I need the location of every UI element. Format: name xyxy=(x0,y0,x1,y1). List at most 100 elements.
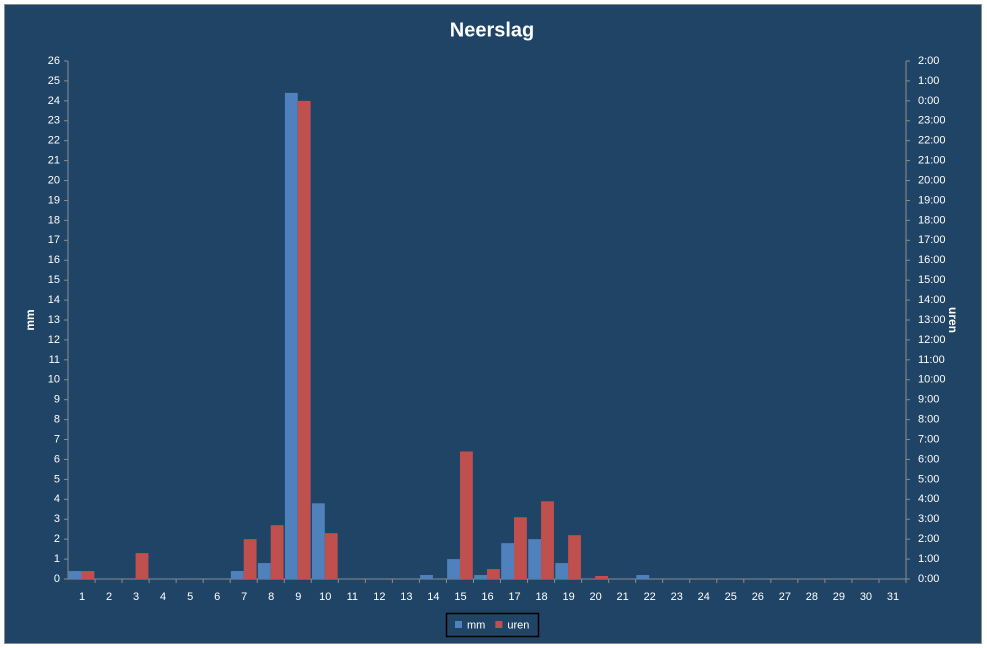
y-tick-label: 19 xyxy=(48,194,60,206)
bar xyxy=(459,451,473,579)
x-tick-label: 23 xyxy=(671,591,683,603)
y-tick-label: 22 xyxy=(48,135,60,147)
x-tick-label: 4 xyxy=(160,591,166,603)
y2-tick-label: 3:00 xyxy=(918,513,939,525)
x-tick-label: 24 xyxy=(698,591,710,603)
y2-tick-label: 20:00 xyxy=(918,174,946,186)
x-tick-label: 31 xyxy=(887,591,899,603)
y-tick-label: 17 xyxy=(48,234,60,246)
x-tick-label: 30 xyxy=(860,591,872,603)
y2-tick-label: 21:00 xyxy=(918,155,946,167)
y-tick-label: 16 xyxy=(48,254,60,266)
x-tick-label: 27 xyxy=(779,591,791,603)
x-tick-label: 10 xyxy=(319,591,331,603)
legend-box xyxy=(445,612,540,638)
y2-tick-label: 1:00 xyxy=(918,75,939,87)
x-tick-label: 25 xyxy=(725,591,737,603)
y-axis-title: mm xyxy=(23,309,37,330)
chart-background xyxy=(4,4,982,644)
y2-tick-label: 2:00 xyxy=(918,533,939,545)
x-tick-label: 3 xyxy=(133,591,139,603)
y2-tick-label: 2:00 xyxy=(918,55,939,67)
y2-tick-label: 13:00 xyxy=(918,314,946,326)
x-tick-label: 1 xyxy=(79,591,85,603)
y-tick-label: 15 xyxy=(48,274,60,286)
legend-swatch xyxy=(455,621,462,628)
y-tick-label: 4 xyxy=(54,493,60,505)
bar xyxy=(514,517,527,579)
y-tick-label: 10 xyxy=(48,374,60,386)
bar xyxy=(447,559,460,579)
y2-tick-label: 15:00 xyxy=(918,274,946,286)
y2-tick-label: 8:00 xyxy=(918,414,939,426)
bar xyxy=(595,576,608,579)
bar xyxy=(135,553,149,579)
x-tick-label: 13 xyxy=(400,591,412,603)
y2-tick-label: 16:00 xyxy=(918,254,946,266)
y-tick-label: 26 xyxy=(48,55,60,67)
y2-tick-label: 17:00 xyxy=(918,234,946,246)
bar xyxy=(541,501,554,579)
y2-tick-label: 22:00 xyxy=(918,135,946,147)
y2-tick-label: 11:00 xyxy=(918,354,945,366)
x-tick-label: 16 xyxy=(481,591,493,603)
y2-tick-label: 14:00 xyxy=(918,294,946,306)
bar xyxy=(568,535,581,579)
bar xyxy=(528,539,542,579)
chart-title: Neerslag xyxy=(450,19,535,41)
y2-tick-label: 0:00 xyxy=(918,95,939,107)
y2-tick-label: 7:00 xyxy=(918,433,939,445)
bar xyxy=(636,575,650,579)
bar xyxy=(257,563,271,579)
bar xyxy=(68,571,82,579)
y-tick-label: 3 xyxy=(54,513,60,525)
x-tick-label: 28 xyxy=(806,591,818,603)
bar xyxy=(324,533,338,579)
legend-swatch xyxy=(495,621,503,628)
y-tick-label: 18 xyxy=(48,214,60,226)
x-tick-label: 22 xyxy=(644,591,656,603)
y-tick-label: 6 xyxy=(54,453,60,465)
x-tick-label: 6 xyxy=(214,591,220,603)
bar xyxy=(297,100,311,579)
y-tick-label: 23 xyxy=(48,115,60,127)
y-tick-label: 8 xyxy=(54,414,60,426)
x-tick-label: 15 xyxy=(454,591,466,603)
legend-label: uren xyxy=(507,619,529,631)
y-tick-label: 21 xyxy=(48,155,60,167)
y-tick-label: 25 xyxy=(48,75,60,87)
y-tick-label: 1 xyxy=(54,553,60,565)
y2-tick-label: 0:00 xyxy=(918,573,939,585)
bar xyxy=(474,575,487,579)
y-tick-label: 24 xyxy=(48,95,60,107)
y2-tick-label: 12:00 xyxy=(918,334,946,346)
x-tick-label: 18 xyxy=(535,591,547,603)
x-tick-label: 8 xyxy=(268,591,274,603)
y-tick-label: 20 xyxy=(48,174,60,186)
y2-tick-label: 18:00 xyxy=(918,214,946,226)
y-tick-label: 5 xyxy=(54,473,60,485)
y2-axis-title: uren xyxy=(946,307,960,333)
y2-tick-label: 23:00 xyxy=(918,115,946,127)
x-tick-label: 26 xyxy=(752,591,764,603)
y2-tick-label: 10:00 xyxy=(918,374,946,386)
x-tick-label: 17 xyxy=(508,591,520,603)
x-tick-label: 2 xyxy=(106,591,112,603)
y-tick-label: 12 xyxy=(48,334,60,346)
x-tick-label: 21 xyxy=(617,591,629,603)
y-tick-label: 7 xyxy=(54,433,60,445)
bar xyxy=(243,539,257,579)
x-tick-label: 11 xyxy=(347,591,358,603)
y2-tick-label: 6:00 xyxy=(918,453,939,465)
y2-tick-label: 9:00 xyxy=(918,394,939,406)
y2-tick-label: 4:00 xyxy=(918,493,939,505)
x-tick-label: 7 xyxy=(241,591,247,603)
bar xyxy=(555,563,569,579)
bar xyxy=(420,575,433,579)
bar xyxy=(270,525,284,579)
x-tick-label: 12 xyxy=(373,591,385,603)
y-tick-label: 13 xyxy=(48,314,60,326)
x-tick-label: 20 xyxy=(590,591,602,603)
y2-tick-label: 19:00 xyxy=(918,194,946,206)
